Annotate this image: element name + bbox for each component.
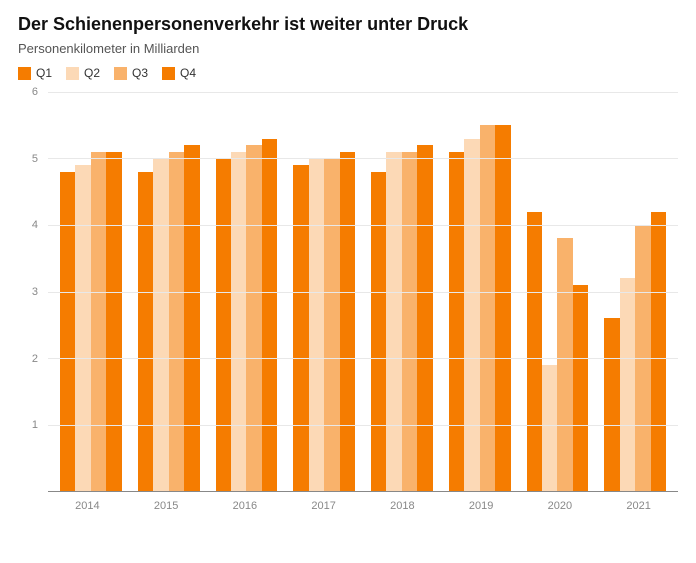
x-tick-label: 2018 [363, 492, 442, 522]
legend: Q1 Q2 Q3 Q4 [18, 66, 678, 80]
bar [557, 238, 572, 491]
bar [480, 125, 495, 491]
grid-line [48, 358, 678, 359]
bar [604, 318, 619, 491]
y-axis: 123456 [18, 92, 44, 492]
bar [293, 165, 308, 491]
bar [324, 159, 339, 492]
chart: 123456 20142015201620172018201920202021 [18, 92, 678, 522]
y-tick-label: 5 [32, 153, 38, 165]
bar [75, 165, 90, 491]
x-tick-label: 2021 [599, 492, 678, 522]
y-tick-label: 4 [32, 219, 38, 231]
plot-area [48, 92, 678, 492]
bar [371, 172, 386, 491]
y-tick-label: 1 [32, 419, 38, 431]
y-tick-label: 3 [32, 286, 38, 298]
bar [651, 212, 666, 491]
bar [573, 285, 588, 491]
grid-line [48, 225, 678, 226]
bar [153, 159, 168, 492]
legend-label: Q1 [36, 66, 52, 80]
bar [620, 278, 635, 491]
bar [449, 152, 464, 491]
bar [231, 152, 246, 491]
x-tick-label: 2015 [127, 492, 206, 522]
bar [542, 365, 557, 491]
bar [184, 145, 199, 491]
y-tick-label: 6 [32, 86, 38, 98]
legend-swatch [114, 67, 127, 80]
bar [340, 152, 355, 491]
grid-line [48, 92, 678, 93]
bar [309, 159, 324, 492]
x-tick-label: 2016 [206, 492, 285, 522]
x-tick-label: 2014 [48, 492, 127, 522]
chart-subtitle: Personenkilometer in Milliarden [18, 41, 678, 56]
legend-item: Q2 [66, 66, 100, 80]
grid-line [48, 158, 678, 159]
bar [246, 145, 261, 491]
bar [138, 172, 153, 491]
chart-title: Der Schienenpersonenverkehr ist weiter u… [18, 14, 678, 35]
bar [417, 145, 432, 491]
bar [386, 152, 401, 491]
y-tick-label: 2 [32, 353, 38, 365]
x-tick-label: 2020 [521, 492, 600, 522]
legend-swatch [162, 67, 175, 80]
grid-line [48, 292, 678, 293]
legend-swatch [18, 67, 31, 80]
x-tick-label: 2017 [284, 492, 363, 522]
x-axis: 20142015201620172018201920202021 [48, 492, 678, 522]
bar [216, 159, 231, 492]
bar [495, 125, 510, 491]
legend-label: Q3 [132, 66, 148, 80]
legend-label: Q2 [84, 66, 100, 80]
grid-line [48, 425, 678, 426]
bar [402, 152, 417, 491]
legend-swatch [66, 67, 79, 80]
legend-label: Q4 [180, 66, 196, 80]
x-tick-label: 2019 [442, 492, 521, 522]
bar [527, 212, 542, 491]
bar [60, 172, 75, 491]
bar [262, 139, 277, 491]
bar [169, 152, 184, 491]
bar [464, 139, 479, 491]
legend-item: Q4 [162, 66, 196, 80]
bar [106, 152, 121, 491]
bar [91, 152, 106, 491]
legend-item: Q1 [18, 66, 52, 80]
legend-item: Q3 [114, 66, 148, 80]
